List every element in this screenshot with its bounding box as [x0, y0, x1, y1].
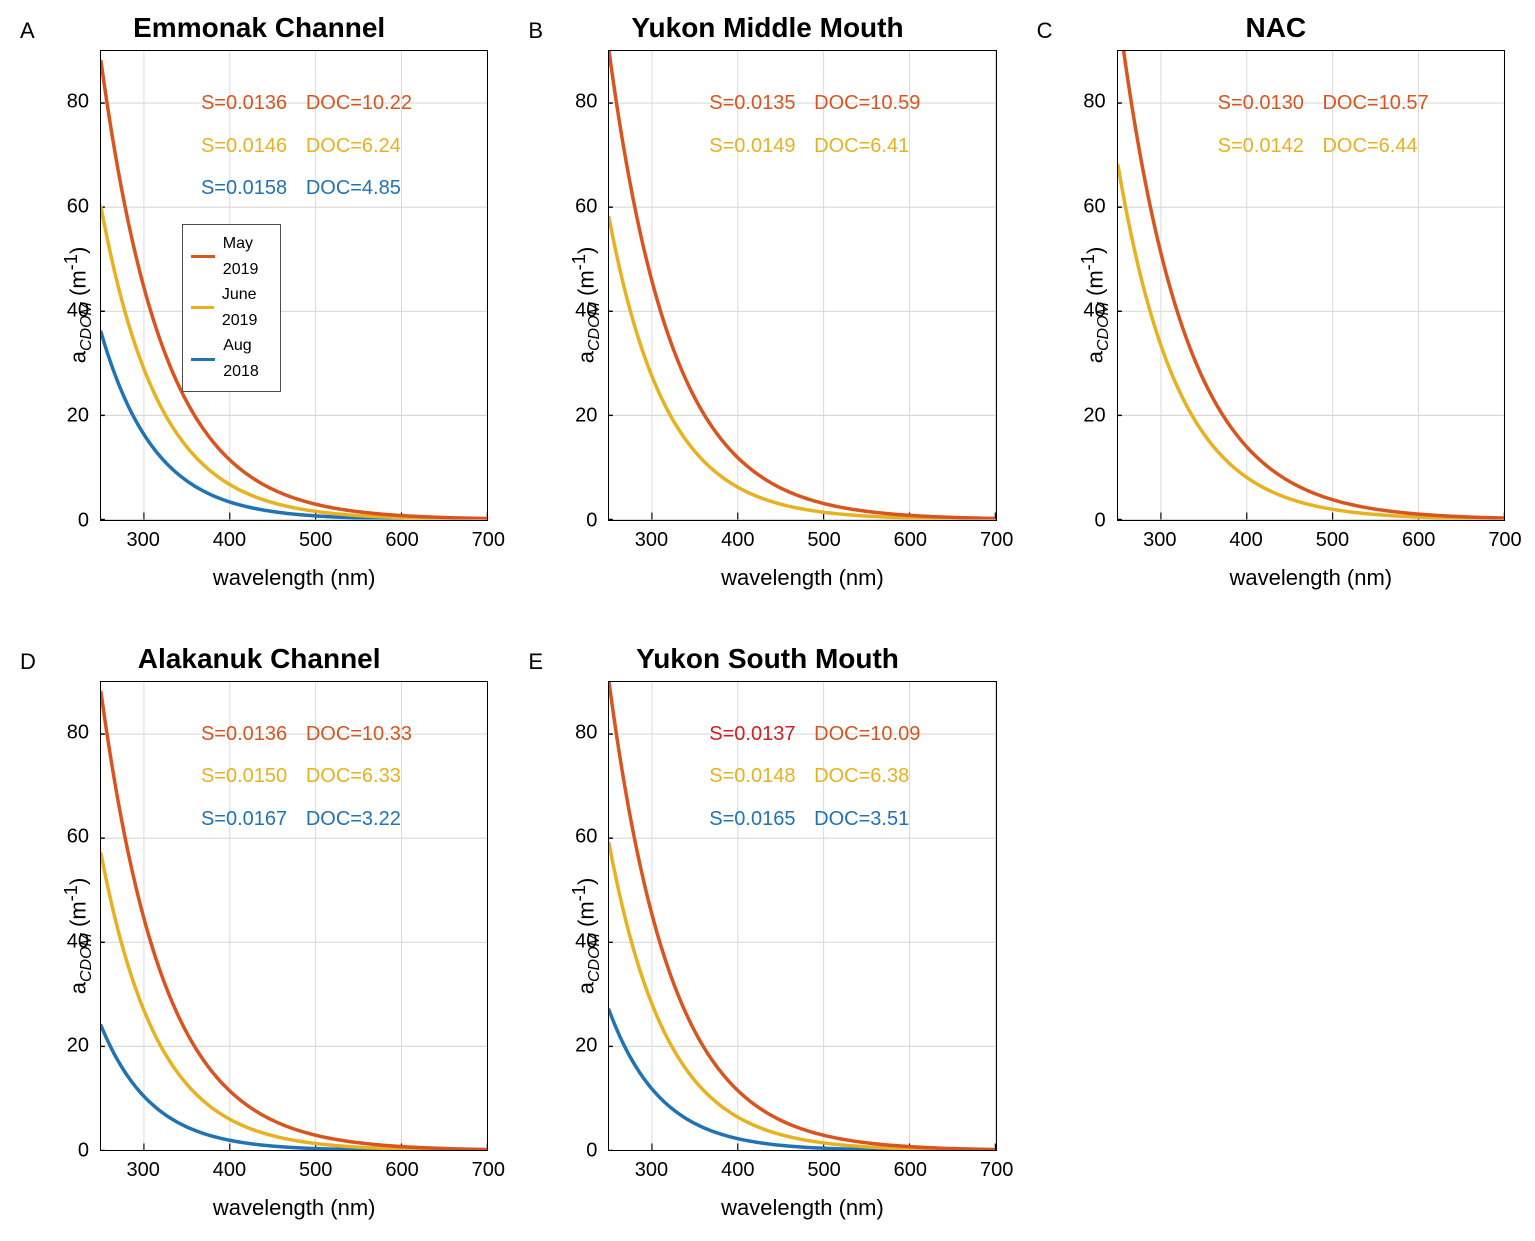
panel-e: EYukon South MouthaCDOM (m-1)wavelength … [528, 651, 1006, 1222]
y-tick-label: 80 [67, 91, 89, 114]
x-tick-label: 700 [472, 1159, 505, 1182]
panel-c: CNACaCDOM (m-1)wavelength (nm)0204060803… [1037, 20, 1515, 591]
x-tick-label: 500 [299, 1159, 332, 1182]
y-tick-label: 40 [575, 930, 597, 953]
y-tick-labels: 020406080 [528, 681, 603, 1152]
plot-area [100, 50, 488, 521]
x-tick-label: 700 [1488, 529, 1521, 552]
curve-may2019 [1118, 51, 1503, 518]
plot-svg [101, 682, 487, 1151]
y-tick-label: 80 [575, 91, 597, 114]
plot-svg [609, 51, 995, 520]
x-tick-label: 400 [721, 1159, 754, 1182]
curve-may2019 [101, 61, 486, 518]
x-tick-label: 600 [385, 1159, 418, 1182]
y-tick-labels: 020406080 [1037, 50, 1112, 521]
y-tick-label: 60 [575, 195, 597, 218]
panel-title: Alakanuk Channel [20, 643, 498, 675]
plot-area [608, 681, 996, 1152]
x-tick-label: 600 [894, 1159, 927, 1182]
x-tick-labels: 300400500600700 [100, 1159, 488, 1183]
y-tick-label: 0 [78, 509, 89, 532]
plot-svg [609, 682, 995, 1151]
x-tick-label: 300 [635, 529, 668, 552]
panel-title: Yukon Middle Mouth [528, 12, 1006, 44]
panel-d: DAlakanuk ChannelaCDOM (m-1)wavelength (… [20, 651, 498, 1222]
y-tick-label: 60 [67, 195, 89, 218]
y-tick-label: 40 [575, 300, 597, 323]
plot-area [1117, 50, 1505, 521]
curve-aug2018 [101, 332, 486, 519]
y-tick-label: 20 [575, 404, 597, 427]
x-tick-label: 400 [1229, 529, 1262, 552]
y-tick-label: 20 [575, 1035, 597, 1058]
y-tick-label: 80 [575, 721, 597, 744]
curve-june2019 [101, 207, 486, 519]
curve-may2019 [101, 692, 486, 1149]
curve-may2019 [609, 682, 994, 1149]
x-tick-labels: 300400500600700 [100, 529, 488, 553]
x-tick-label: 400 [721, 529, 754, 552]
curve-may2019 [609, 51, 994, 518]
x-tick-label: 700 [980, 1159, 1013, 1182]
x-tick-labels: 300400500600700 [608, 529, 996, 553]
plot-area [608, 50, 996, 521]
x-tick-label: 300 [126, 1159, 159, 1182]
curve-june2019 [1118, 166, 1503, 519]
y-tick-label: 20 [67, 1035, 89, 1058]
panel-title: Yukon South Mouth [528, 643, 1006, 675]
x-tick-label: 700 [980, 529, 1013, 552]
x-tick-label: 500 [1316, 529, 1349, 552]
x-tick-labels: 300400500600700 [1117, 529, 1505, 553]
x-tick-label: 400 [213, 1159, 246, 1182]
x-tick-label: 400 [213, 529, 246, 552]
x-axis-label: wavelength (nm) [608, 1195, 996, 1221]
plot-svg [101, 51, 487, 520]
x-tick-label: 300 [1143, 529, 1176, 552]
y-tick-label: 0 [1095, 509, 1106, 532]
y-tick-label: 60 [1083, 195, 1105, 218]
y-tick-label: 60 [575, 826, 597, 849]
x-tick-label: 300 [126, 529, 159, 552]
y-tick-label: 40 [1083, 300, 1105, 323]
x-tick-label: 500 [807, 1159, 840, 1182]
x-tick-label: 500 [299, 529, 332, 552]
y-tick-label: 40 [67, 300, 89, 323]
y-tick-label: 80 [67, 721, 89, 744]
y-tick-label: 60 [67, 826, 89, 849]
curve-june2019 [101, 853, 486, 1149]
x-axis-label: wavelength (nm) [1117, 565, 1505, 591]
x-tick-label: 300 [635, 1159, 668, 1182]
plot-area [100, 681, 488, 1152]
y-tick-label: 40 [67, 930, 89, 953]
x-tick-label: 600 [385, 529, 418, 552]
y-tick-label: 0 [586, 1140, 597, 1163]
x-axis-label: wavelength (nm) [100, 1195, 488, 1221]
x-tick-label: 500 [807, 529, 840, 552]
x-tick-labels: 300400500600700 [608, 1159, 996, 1183]
x-tick-label: 600 [894, 529, 927, 552]
y-tick-label: 0 [78, 1140, 89, 1163]
panel-title: Emmonak Channel [20, 12, 498, 44]
curve-june2019 [609, 218, 994, 520]
y-tick-label: 20 [1083, 404, 1105, 427]
x-tick-label: 600 [1402, 529, 1435, 552]
y-tick-label: 0 [586, 509, 597, 532]
x-axis-label: wavelength (nm) [100, 565, 488, 591]
y-tick-label: 80 [1083, 91, 1105, 114]
plot-svg [1118, 51, 1504, 520]
y-tick-labels: 020406080 [528, 50, 603, 521]
panel-b: BYukon Middle MouthaCDOM (m-1)wavelength… [528, 20, 1006, 591]
y-tick-label: 20 [67, 404, 89, 427]
x-tick-label: 700 [472, 529, 505, 552]
panel-a: AEmmonak ChannelaCDOM (m-1)wavelength (n… [20, 20, 498, 591]
x-axis-label: wavelength (nm) [608, 565, 996, 591]
y-tick-labels: 020406080 [20, 50, 95, 521]
y-tick-labels: 020406080 [20, 681, 95, 1152]
panel-title: NAC [1037, 12, 1515, 44]
figure-grid: AEmmonak ChannelaCDOM (m-1)wavelength (n… [20, 20, 1515, 1221]
